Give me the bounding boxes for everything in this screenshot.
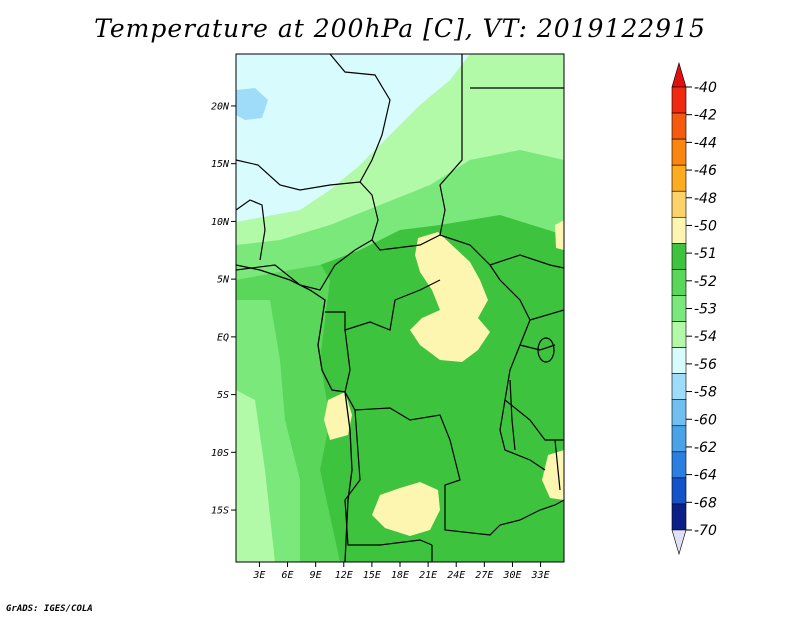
border-congo-angola [344, 329, 521, 536]
lon-tick-label: 24E [447, 570, 465, 581]
lon-tick-label: 18E [391, 570, 409, 581]
colorbar-label: -53 [694, 302, 717, 318]
lon-tick-label: 21E [419, 570, 437, 581]
colorbar-swatch [671, 321, 687, 348]
border-angola-namibia [344, 409, 433, 546]
border-east-congo [499, 279, 546, 471]
border-cameroon-gabon [325, 279, 441, 331]
colorbar-swatch [671, 295, 687, 322]
shade-warm-angola [372, 482, 440, 536]
border-west [236, 199, 266, 261]
border-uganda [529, 309, 564, 321]
lat-tick-label: EQ [217, 332, 229, 343]
lon-tick-label: 33E [531, 570, 550, 581]
lake-tanganyika [509, 379, 516, 451]
colorbar-label: -40 [694, 80, 717, 96]
colorbar-swatch [671, 399, 687, 427]
colorbar-label: -62 [694, 440, 717, 456]
colorbar-swatch [671, 347, 687, 374]
colorbar-swatch [671, 269, 687, 296]
map-title: Temperature at 200hPa [C], VT: 201912291… [94, 14, 706, 43]
colorbar-swatch [671, 503, 687, 531]
longitude-axis: 3E 6E 9E 12E 15E 18E 21E 24E 27E 30E 33E [252, 562, 550, 581]
lat-tick-label: 5N [217, 275, 230, 286]
lon-tick-label: 27E [475, 570, 493, 581]
colorbar-swatch [671, 451, 687, 479]
colorbar-label: -51 [694, 246, 717, 262]
lon-tick-label: 30E [502, 570, 521, 581]
lat-tick-label: 5S [217, 390, 229, 401]
lat-tick-label: 10S [211, 448, 229, 459]
colorbar-label: -70 [694, 523, 717, 539]
coastline [236, 264, 353, 562]
colorbar-top-arrow [671, 61, 687, 88]
country-borders [236, 54, 564, 562]
colorbar-label: -58 [694, 385, 717, 401]
lake-victoria [537, 337, 555, 363]
border-tanzania [504, 399, 564, 441]
lon-tick-label: 15E [363, 570, 381, 581]
shade-warm-gabon [324, 392, 352, 440]
shade-warm-congo [410, 232, 490, 362]
colorbar-label: -50 [694, 218, 717, 234]
lat-tick-label: 15S [211, 506, 229, 517]
shade-west-band-3 [236, 390, 275, 562]
lat-tick-label: 15N [211, 159, 230, 170]
border-chad-sudan [439, 54, 463, 236]
colorbar-swatch [671, 477, 687, 505]
border-nigeria-cameroon [236, 239, 373, 291]
lon-tick-label: 6E [282, 570, 294, 581]
colorbar-swatch [671, 164, 687, 192]
colorbar-swatch [671, 216, 687, 244]
credit-text: GrADS: IGES/COLA [6, 604, 93, 614]
colorbar-label: -46 [694, 163, 717, 179]
border-niger-chad [329, 54, 391, 183]
colorbar-label: -56 [694, 357, 717, 373]
colorbar-label: -68 [694, 495, 717, 511]
border-south-sudan [489, 254, 564, 269]
border-zambia-zimbabwe [519, 499, 564, 521]
lon-tick-label: 9E [310, 570, 322, 581]
colorbar-swatch [671, 373, 687, 401]
colorbar-label: -54 [694, 329, 717, 345]
latitude-axis: 20N 15N 10N 5N EQ 5S 10S 15S [211, 101, 236, 517]
shade-warm-east [542, 450, 564, 500]
colorbar-swatch [671, 425, 687, 453]
colorbar-label: -48 [694, 191, 717, 207]
border-rwanda [519, 344, 556, 351]
colorbar-label: -60 [694, 412, 717, 428]
colorbar-label: -64 [694, 468, 717, 484]
lon-tick-label: 12E [335, 570, 353, 581]
colorbar-swatch [671, 138, 687, 166]
shade-warm-northeast [555, 220, 564, 250]
colorbar-swatch [671, 190, 687, 218]
colorbar-swatch [671, 112, 687, 140]
colorbar-swatch [671, 243, 687, 270]
colorbar-label: -52 [694, 274, 717, 290]
colorbar: -40 -42 -44 -46 -48 -50 -51 -52 -53 -54 -56 -58 -60 -… [671, 61, 717, 556]
colorbar-bottom-arrow [671, 529, 687, 556]
lat-tick-label: 20N [211, 101, 230, 112]
border-sahel [236, 159, 501, 281]
lake-malawi [554, 439, 561, 491]
lon-tick-label: 3E [252, 570, 265, 581]
shade-cold-patch [236, 88, 268, 120]
temperature-field [236, 54, 564, 562]
colorbar-label: -44 [694, 135, 717, 151]
colorbar-label: -42 [694, 108, 717, 124]
shade-north-cold [236, 54, 470, 222]
lat-tick-label: 10N [211, 217, 230, 228]
colorbar-swatch [671, 86, 687, 114]
